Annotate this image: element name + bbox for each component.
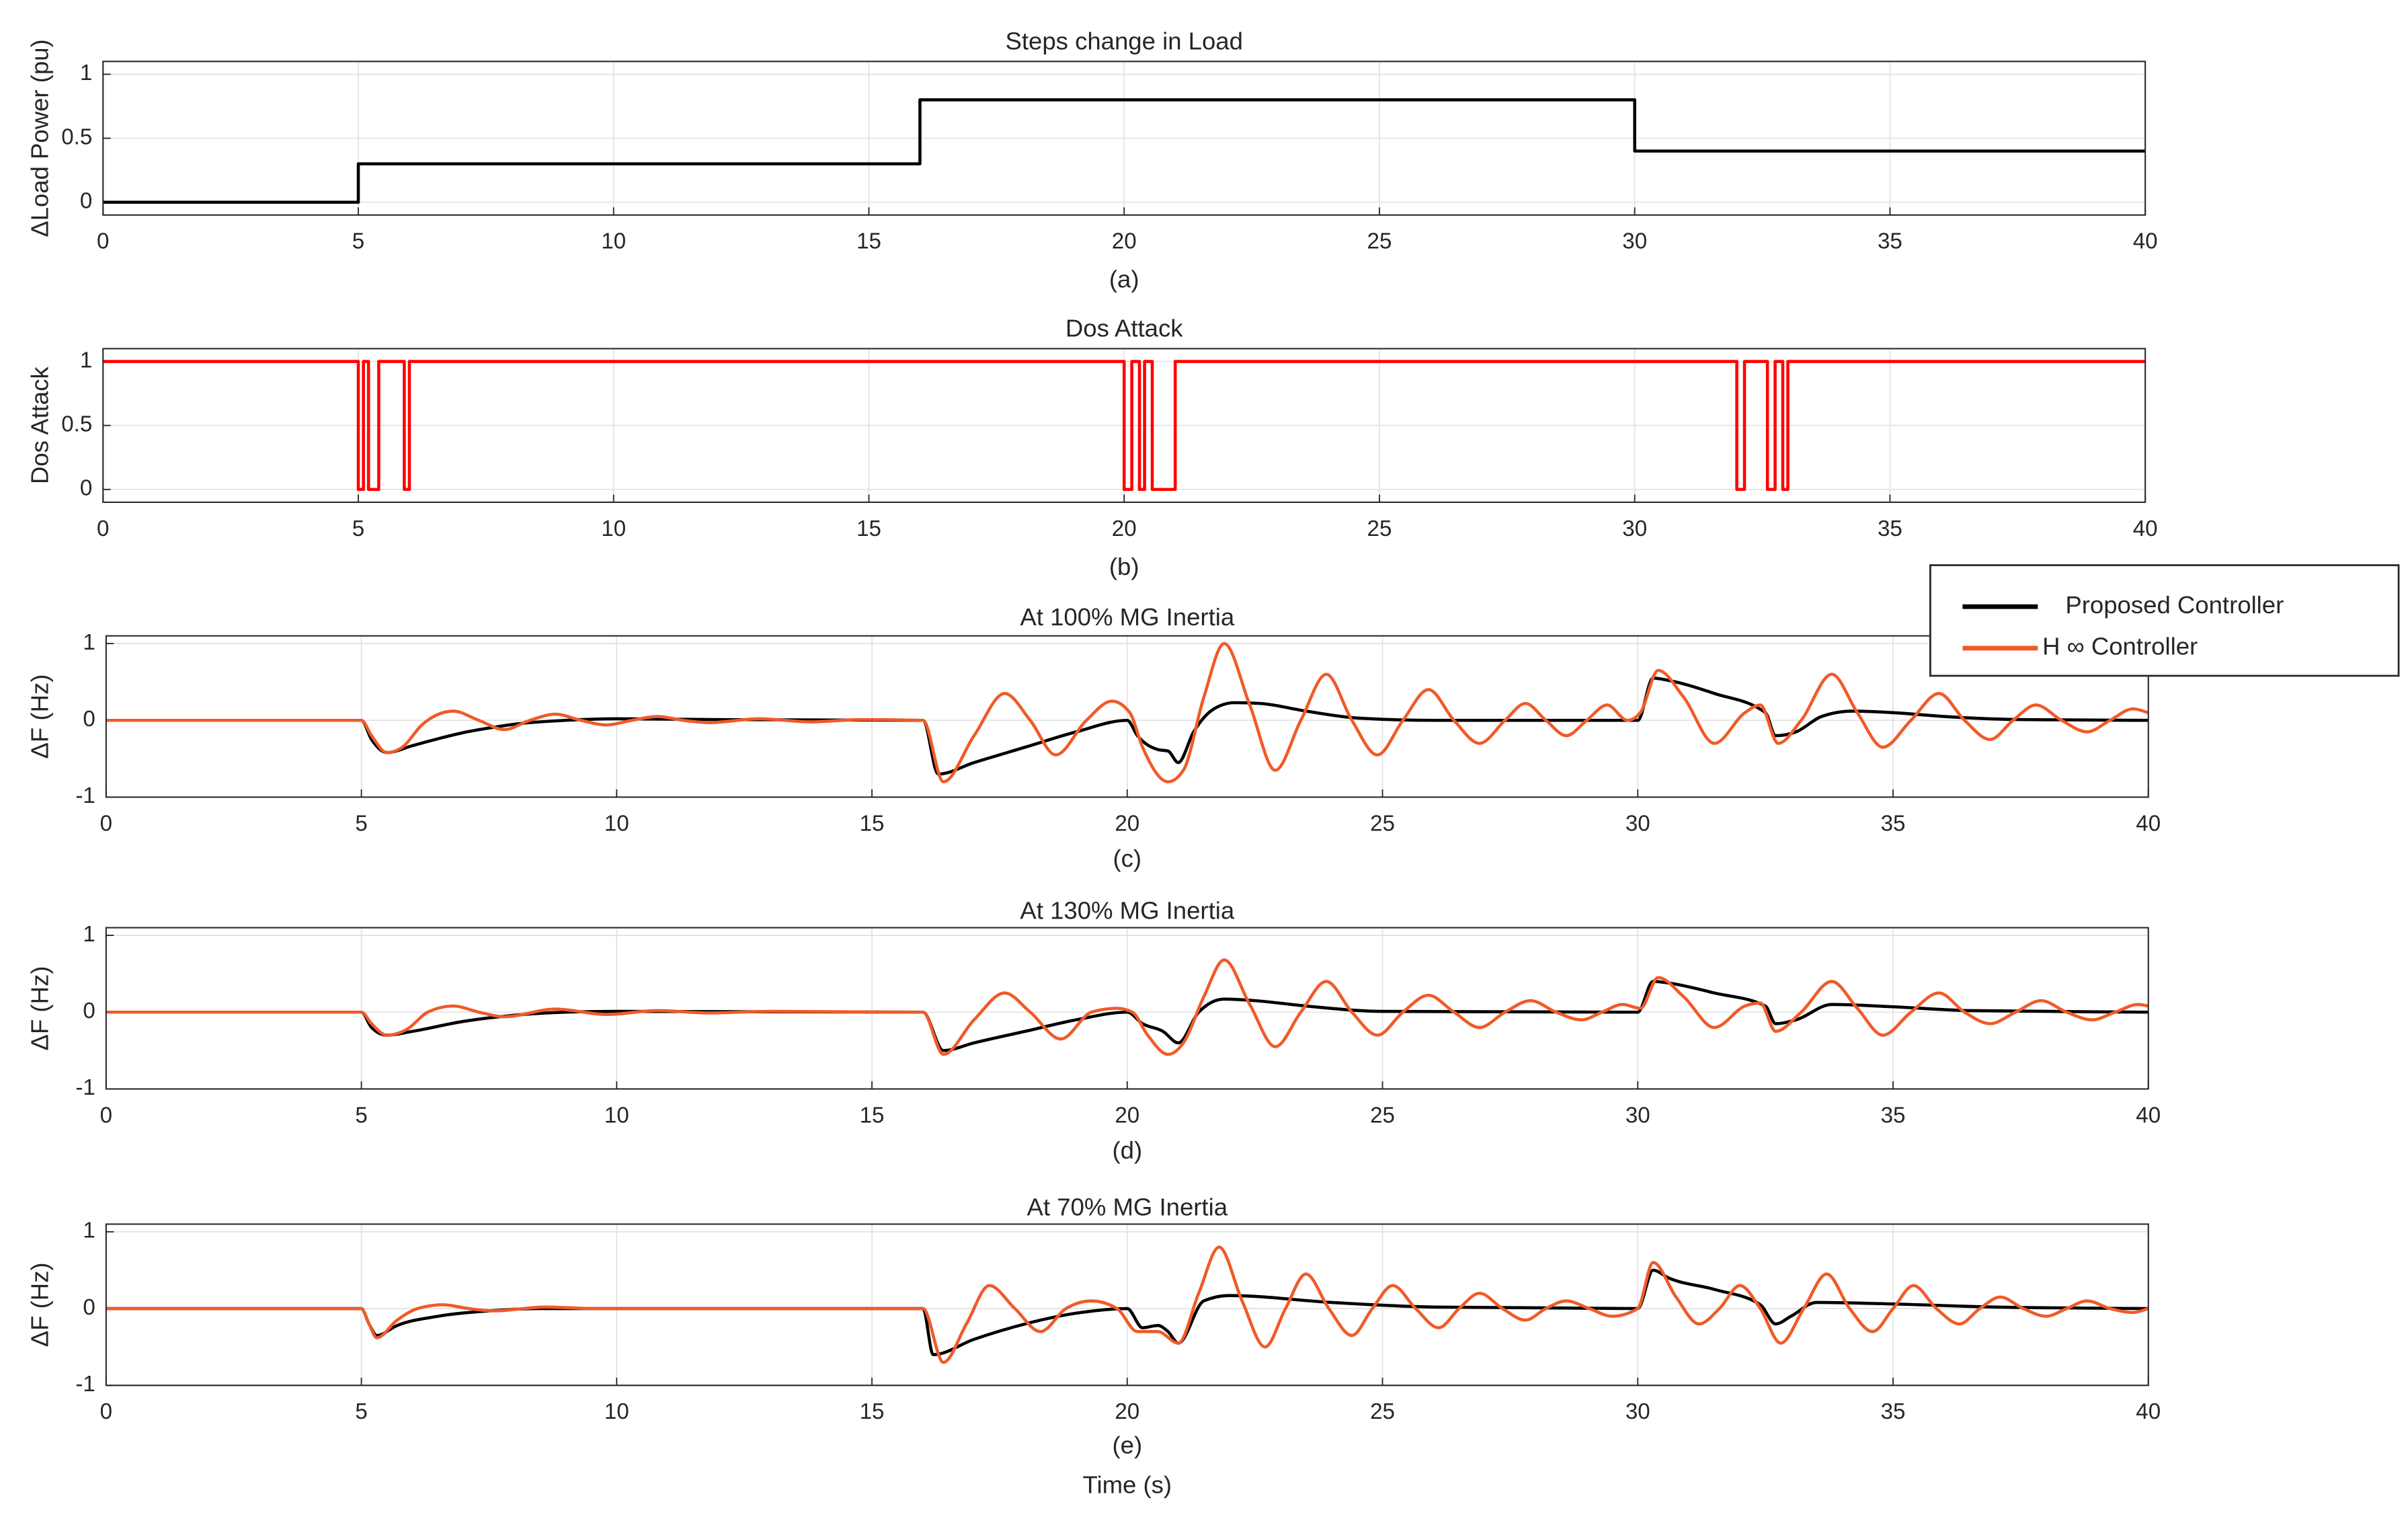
x-tick-label: 5 bbox=[352, 229, 364, 254]
y-tick-label: 0 bbox=[83, 999, 95, 1023]
caption: (b) bbox=[1109, 553, 1139, 580]
caption: (d) bbox=[1112, 1136, 1142, 1164]
y-tick-label: 1 bbox=[83, 1218, 95, 1243]
y-tick-label: 0 bbox=[83, 707, 95, 732]
x-tick-label: 10 bbox=[604, 811, 629, 836]
y-tick-label: 1 bbox=[80, 348, 92, 373]
chart-title: At 100% MG Inertia bbox=[1020, 603, 1234, 631]
chart-title: Dos Attack bbox=[1066, 315, 1183, 342]
plot-frame bbox=[102, 61, 2146, 216]
x-tick-label: 20 bbox=[1112, 516, 1137, 541]
legend: Proposed Controller H ∞ Controller bbox=[1929, 564, 2400, 677]
x-tick-label: 20 bbox=[1115, 811, 1139, 836]
x-tick-label: 30 bbox=[1622, 516, 1647, 541]
data-line bbox=[106, 980, 2149, 1052]
x-tick-label: 10 bbox=[604, 1103, 629, 1128]
x-tick-label: 15 bbox=[860, 1103, 885, 1128]
data-line bbox=[103, 98, 2146, 204]
y-tick-label: 1 bbox=[80, 61, 92, 85]
data-line bbox=[106, 1268, 2149, 1356]
x-tick-label: 25 bbox=[1370, 811, 1395, 836]
caption: (c) bbox=[1113, 845, 1141, 872]
x-tick-label: 25 bbox=[1370, 1399, 1395, 1424]
data-line bbox=[103, 360, 2146, 492]
x-tick-label: 15 bbox=[856, 516, 881, 541]
x-tick-label: 0 bbox=[100, 1399, 112, 1424]
x-tick-label: 15 bbox=[860, 811, 885, 836]
legend-label: H ∞ Controller bbox=[2042, 633, 2198, 660]
x-tick-label: 35 bbox=[1881, 1103, 1906, 1128]
x-tick-label: 30 bbox=[1626, 1103, 1650, 1128]
x-tick-label: 5 bbox=[352, 516, 364, 541]
chart-title: At 70% MG Inertia bbox=[1027, 1193, 1228, 1220]
x-tick-label: 20 bbox=[1115, 1103, 1139, 1128]
x-tick-label: 40 bbox=[2136, 811, 2161, 836]
x-tick-label: 10 bbox=[601, 229, 626, 254]
x-tick-label: 35 bbox=[1881, 811, 1906, 836]
plot-frame bbox=[105, 635, 2149, 798]
y-tick-label: -1 bbox=[75, 783, 95, 808]
y-tick-label: 1 bbox=[83, 922, 95, 947]
plot-frame bbox=[105, 1223, 2149, 1387]
x-tick-label: 5 bbox=[355, 1399, 367, 1424]
x-tick-label: 5 bbox=[355, 811, 367, 836]
x-tick-label: 35 bbox=[1881, 1399, 1906, 1424]
legend-label: Proposed Controller bbox=[2065, 591, 2284, 619]
y-tick-label: 0 bbox=[80, 476, 92, 501]
x-tick-label: 40 bbox=[2136, 1103, 2161, 1128]
data-line bbox=[106, 641, 2149, 783]
data-line bbox=[106, 676, 2149, 776]
chart-title: At 130% MG Inertia bbox=[1020, 896, 1234, 924]
x-tick-label: 0 bbox=[97, 229, 109, 254]
x-tick-label: 30 bbox=[1622, 229, 1647, 254]
x-tick-label: 5 bbox=[355, 1103, 367, 1128]
x-tick-label: 30 bbox=[1626, 1399, 1650, 1424]
y-axis-label: Dos Attack bbox=[26, 366, 54, 484]
x-tick-label: 25 bbox=[1370, 1103, 1395, 1128]
caption: (e) bbox=[1112, 1431, 1142, 1458]
x-tick-label: 0 bbox=[100, 811, 112, 836]
y-tick-label: -1 bbox=[75, 1075, 95, 1100]
subplot: 0 5 10 15 20 25 30 35 40 0 0.5 1 Dos Attack Dos Attac… bbox=[26, 315, 2158, 580]
y-axis-label: ΔF (Hz) bbox=[26, 1262, 54, 1347]
caption: (a) bbox=[1109, 266, 1139, 293]
x-tick-label: 40 bbox=[2133, 229, 2158, 254]
x-tick-label: 25 bbox=[1367, 229, 1392, 254]
x-tick-label: 10 bbox=[601, 516, 626, 541]
y-axis-label: ΔF (Hz) bbox=[26, 674, 54, 759]
x-tick-label: 20 bbox=[1115, 1399, 1139, 1424]
y-tick-label: 1 bbox=[83, 630, 95, 655]
x-tick-label: 35 bbox=[1878, 229, 1902, 254]
x-tick-label: 30 bbox=[1626, 811, 1650, 836]
x-tick-label: 25 bbox=[1367, 516, 1392, 541]
y-tick-label: 0.5 bbox=[61, 412, 92, 436]
data-line bbox=[106, 958, 2149, 1056]
chart-title: Steps change in Load bbox=[1006, 28, 1243, 55]
x-tick-label: 20 bbox=[1112, 229, 1137, 254]
x-axis-label: Time (s) bbox=[1083, 1471, 1172, 1499]
y-tick-label: 0 bbox=[80, 188, 92, 213]
y-tick-label: -1 bbox=[75, 1372, 95, 1397]
x-tick-label: 35 bbox=[1878, 516, 1902, 541]
legend-box bbox=[1929, 564, 2400, 677]
y-tick-label: 0.5 bbox=[61, 124, 92, 149]
x-tick-label: 0 bbox=[100, 1103, 112, 1128]
x-tick-label: 40 bbox=[2133, 516, 2158, 541]
plot-frame bbox=[105, 927, 2149, 1090]
subplot: 0 5 10 15 20 25 30 35 40 0 0.5 1 Steps change in Loa… bbox=[26, 28, 2158, 293]
y-tick-label: 0 bbox=[83, 1295, 95, 1320]
x-tick-label: 0 bbox=[97, 516, 109, 541]
x-tick-label: 40 bbox=[2136, 1399, 2161, 1424]
x-tick-label: 15 bbox=[856, 229, 881, 254]
y-axis-label: ΔLoad Power (pu) bbox=[26, 39, 54, 237]
plot-frame bbox=[102, 348, 2146, 503]
x-tick-label: 10 bbox=[604, 1399, 629, 1424]
x-tick-label: 15 bbox=[860, 1399, 885, 1424]
data-line bbox=[106, 1245, 2149, 1364]
y-axis-label: ΔF (Hz) bbox=[26, 966, 54, 1051]
